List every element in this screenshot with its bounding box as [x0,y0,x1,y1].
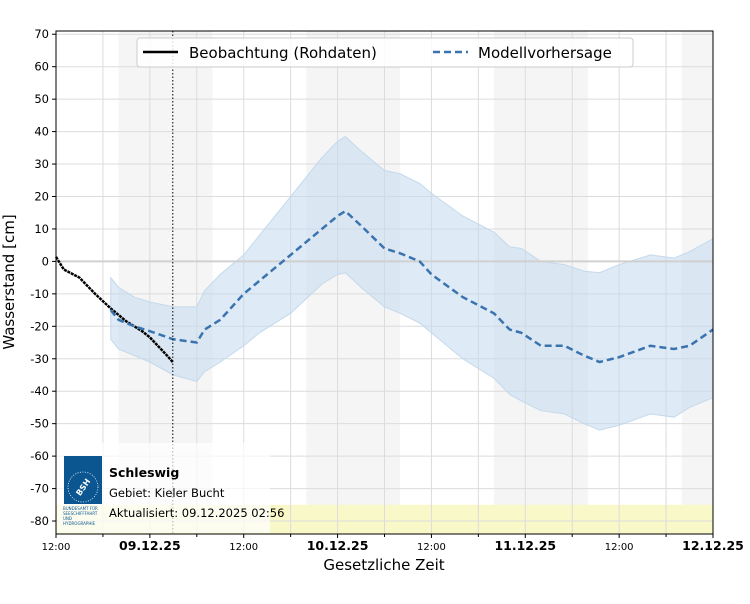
forecast-line [109,209,714,364]
y-tick-label: 50 [34,92,49,106]
x-tick-label: 09.12.25 [119,538,181,553]
bsh-logo: BSH BUNDESAMT FÜR SEESCHIFFFAHRT UND HYD… [63,456,102,526]
y-tick-label: 10 [34,222,49,236]
y-tick-label: -40 [30,384,49,398]
legend-observation-label: Beobachtung (Rohdaten) [189,44,377,62]
y-tick-label: 0 [42,254,49,268]
legend: Beobachtung (Rohdaten) Modellvorhersage [136,37,634,68]
x-tick-label: 10.12.25 [307,538,369,553]
y-tick-label: 70 [34,27,49,41]
observation-line [54,256,174,363]
station-name: Schleswig [109,465,179,480]
x-tick-label: 12:00 [605,542,634,553]
y-tick-label: 30 [34,157,49,171]
y-tick-label: 60 [34,60,49,74]
y-tick-label: -30 [30,352,49,366]
y-tick-label: -20 [30,319,49,333]
y-tick-label: -80 [30,514,49,528]
y-tick-label: 40 [34,125,49,139]
y-tick-label: -60 [30,449,49,463]
area-label: Gebiet: Kieler Bucht [109,486,225,500]
x-tick-label: 12:00 [229,542,258,553]
info-box: BSH BUNDESAMT FÜR SEESCHIFFFAHRT UND HYD… [57,443,284,533]
y-tick-label: -10 [30,287,49,301]
legend-forecast-label: Modellvorhersage [478,44,612,62]
x-tick-label: 11.12.25 [494,538,556,553]
x-tick-label: 12:00 [42,542,71,553]
y-tick-label: 20 [34,190,49,204]
x-tick-label: 12.12.25 [682,538,744,553]
x-tick-label: 12:00 [417,542,446,553]
updated-label: Aktualisiert: 09.12.2025 02:56 [109,506,284,520]
x-axis-label: Gesetzliche Zeit [323,556,444,574]
y-tick-label: -70 [30,482,49,496]
y-axis-label: Wasserstand [cm] [0,214,18,349]
y-tick-label: -50 [30,417,49,431]
